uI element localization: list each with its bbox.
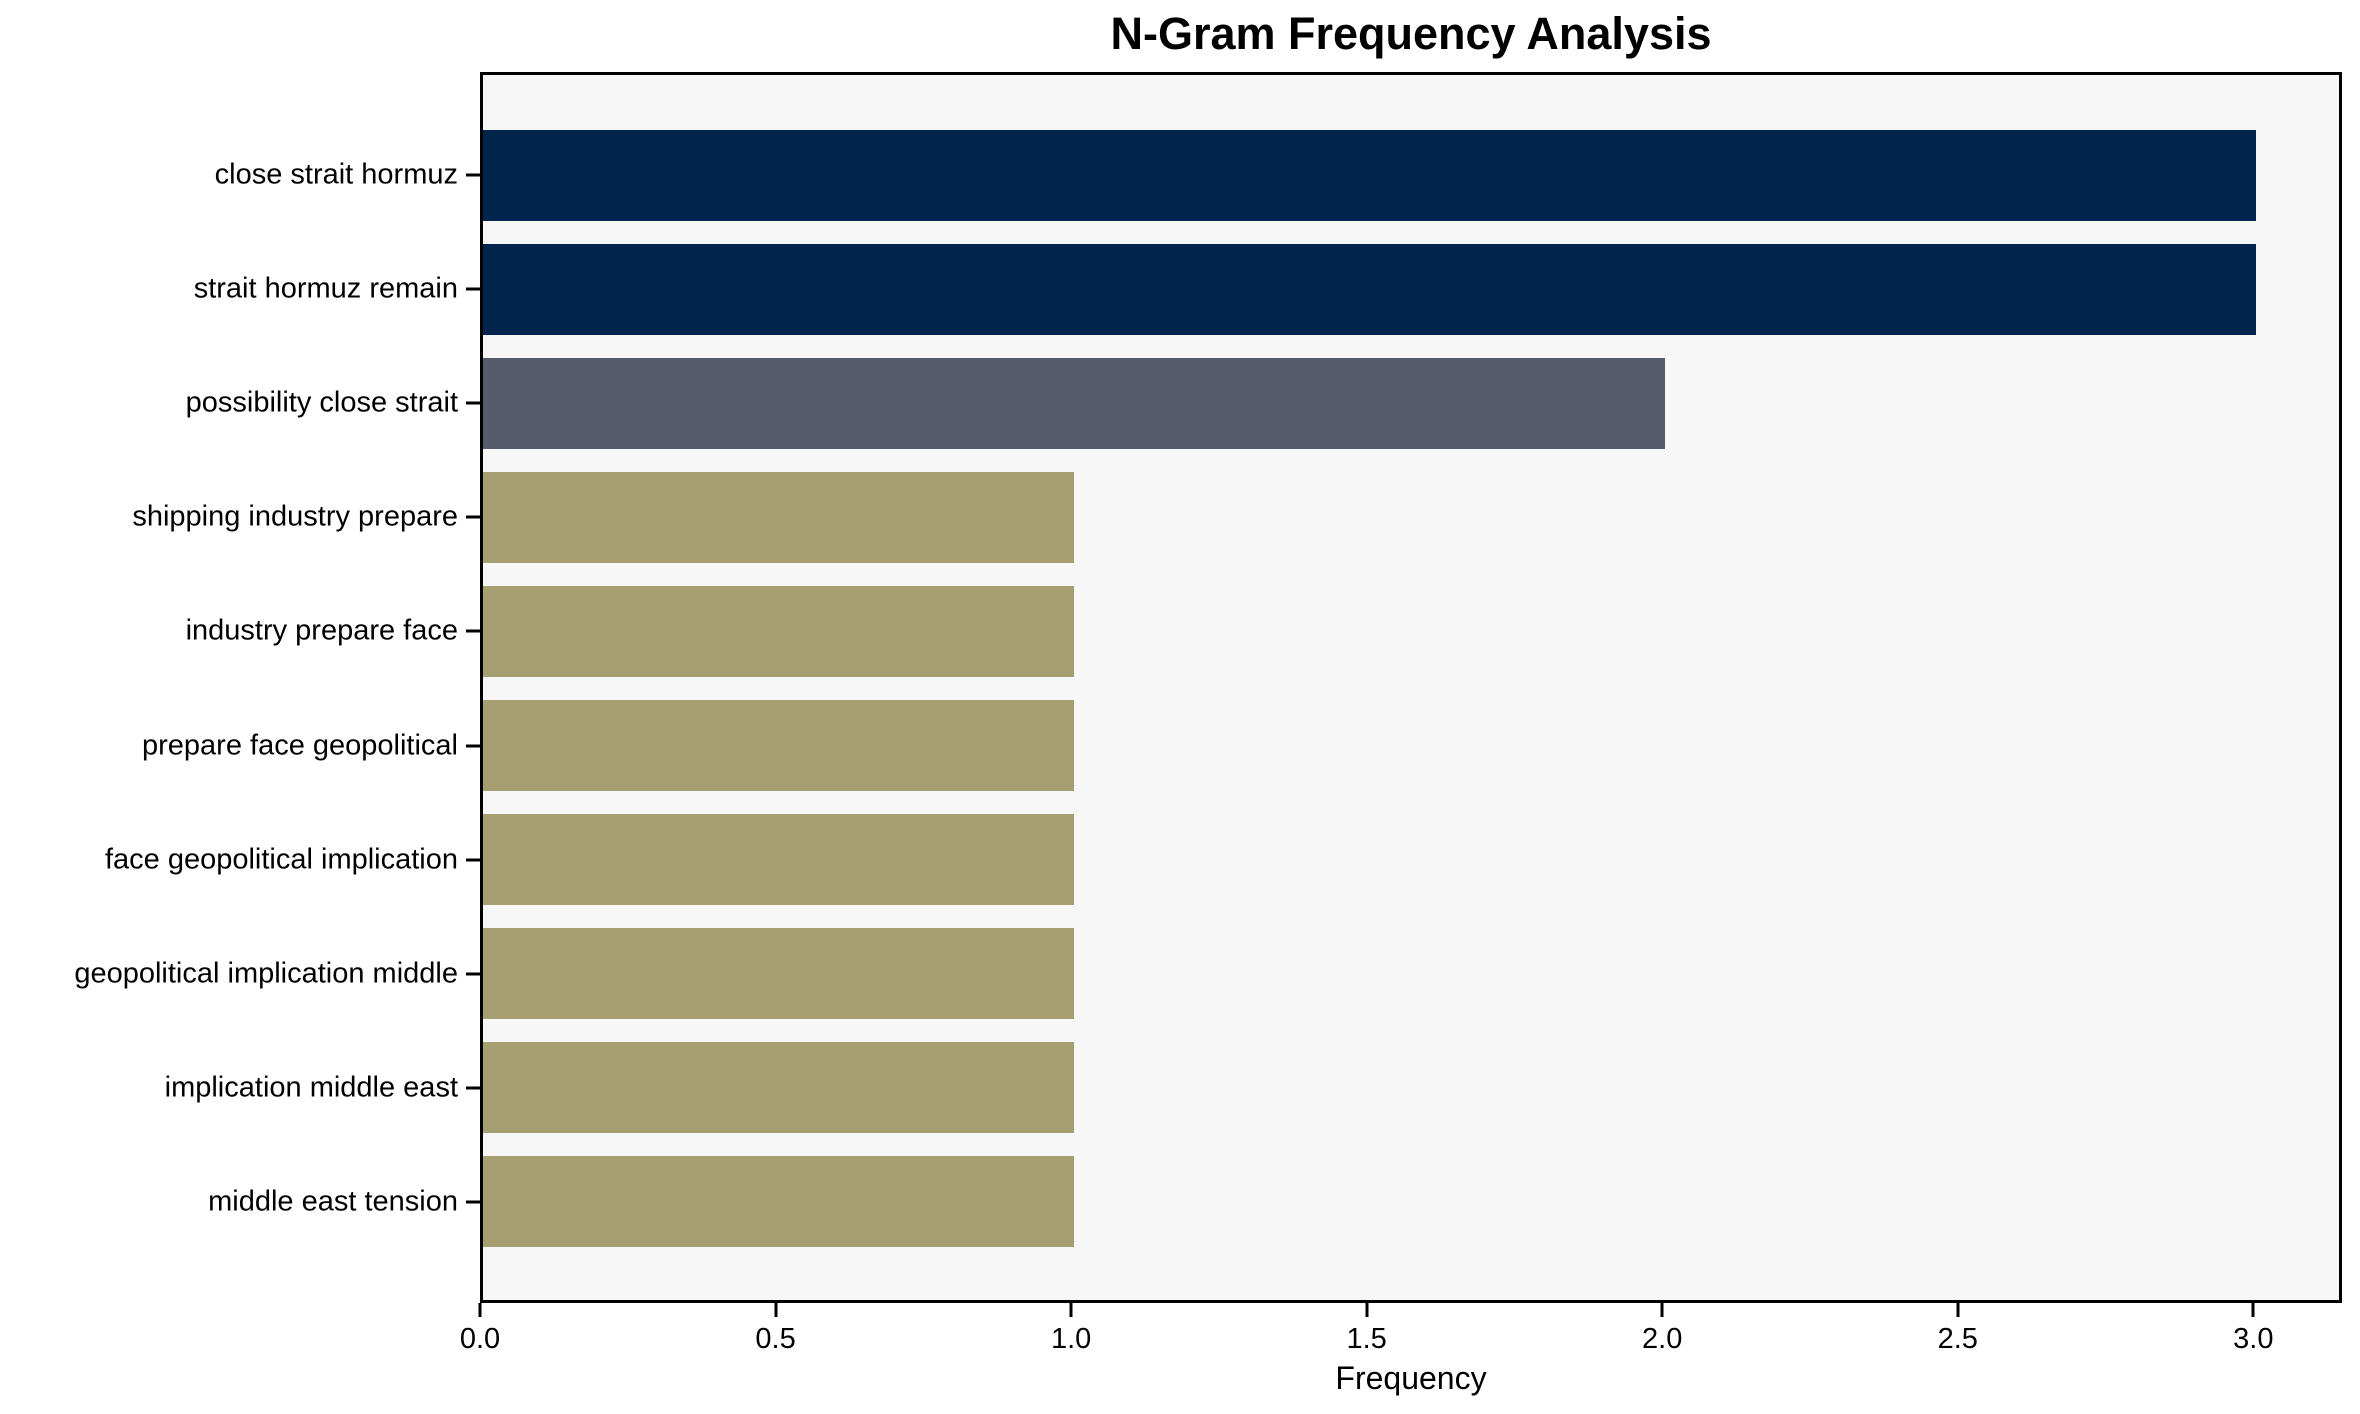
x-tick-mark [478,1303,482,1317]
x-tick-mark [1956,1303,1960,1317]
chart-title: N-Gram Frequency Analysis [1110,8,1712,59]
x-tick-label: 1.0 [1050,1323,1092,1355]
x-tick-mark [1365,1303,1369,1317]
x-tick-mark [774,1303,778,1317]
x-tick-label: 1.5 [1346,1323,1387,1355]
x-tick-mark [2251,1303,2255,1317]
y-tick-label: shipping industry prepare [132,500,458,533]
y-tick-label: prepare face geopolitical [142,729,458,761]
x-axis-label: Frequency [1335,1360,1487,1396]
bar [483,814,1075,906]
y-tick-mark [466,287,480,291]
y-tick-mark [466,1086,480,1090]
y-tick-mark [466,401,480,405]
bar [483,585,1075,677]
y-tick-label: geopolitical implication middle [74,957,458,990]
bar [483,129,2257,221]
y-tick-label: face geopolitical implication [104,843,458,876]
x-tick-mark [1069,1303,1073,1317]
bar [483,1156,1075,1248]
bar [483,1042,1075,1134]
y-tick-mark [466,972,480,976]
y-tick-label: implication middle east [164,1071,458,1104]
y-tick-mark [466,858,480,862]
y-tick-label: close strait hormuz [214,158,458,191]
y-tick-mark [466,629,480,633]
x-tick-label: 0.5 [755,1323,796,1355]
y-tick-mark [466,744,480,747]
x-tick-label: 2.0 [1642,1323,1683,1355]
y-tick-label: possibility close strait [185,386,458,419]
bar [483,928,1075,1020]
plot-area [480,72,2342,1303]
y-tick-label: middle east tension [208,1185,458,1218]
bar [483,243,2257,335]
x-tick-mark [1660,1303,1664,1317]
y-tick-mark [466,173,480,177]
bar [483,700,1075,791]
y-tick-label: strait hormuz remain [193,272,458,305]
bar [483,471,1075,563]
y-tick-label: industry prepare face [185,614,458,647]
bar [483,357,1666,449]
x-tick-label: 2.5 [1937,1323,1978,1355]
y-tick-mark [466,1200,480,1204]
x-tick-label: 0.0 [459,1323,501,1355]
y-tick-mark [466,515,480,519]
x-tick-label: 3.0 [2233,1323,2274,1355]
